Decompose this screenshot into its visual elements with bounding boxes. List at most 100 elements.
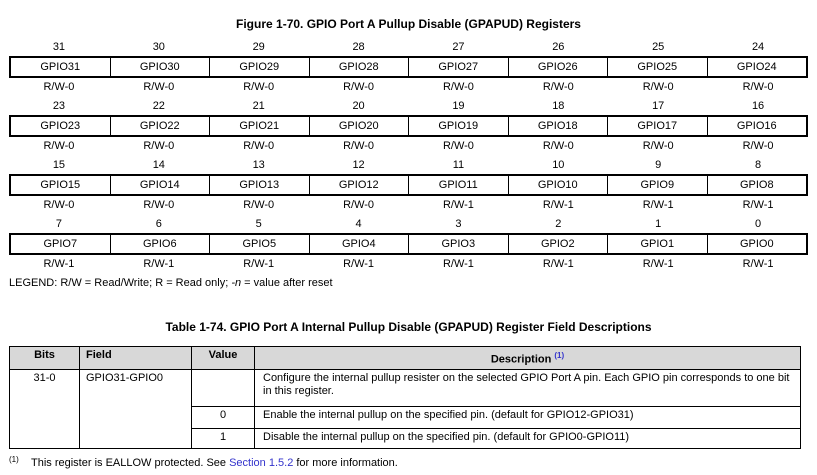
reset-value: R/W-0	[343, 140, 375, 152]
reset-value: R/W-0	[442, 140, 474, 152]
table-header-row: Bits Field Value Description (1)	[9, 346, 801, 370]
bit-numbers-row: 15 14 13 12 11 10 9 8	[9, 158, 808, 173]
bit-numbers-row: 31 30 29 28 27 26 25 24	[9, 40, 808, 55]
register-field-cell: GPIO30	[109, 58, 210, 76]
register-diagram: 31 30 29 28 27 26 25 24 GPIO31 GPIO30 GPIO29 GPIO2…	[9, 40, 808, 272]
bit-number: 12	[352, 159, 365, 171]
description-cell: Configure the internal pullup resister o…	[254, 368, 801, 407]
register-field-cell: GPIO19	[408, 117, 508, 135]
reset-values-row: R/W-0 R/W-0 R/W-0 R/W-0 R/W-0 R/W-0 R/W-0 R/W-0	[9, 139, 808, 154]
footnote-text-after: for more information.	[293, 456, 398, 469]
figure-title: Figure 1-70. GPIO Port A Pullup Disable …	[236, 17, 581, 31]
footnote: (1) This register is EALLOW protected. S…	[9, 454, 808, 470]
reset-value: R/W-0	[43, 199, 75, 211]
bit-number: 17	[652, 100, 665, 112]
bit-number: 5	[255, 218, 262, 230]
value-cell: 1	[191, 427, 255, 449]
col-header-value: Value	[191, 346, 255, 370]
register-field-cell: GPIO17	[607, 117, 707, 135]
legend-text: = value after reset	[241, 277, 333, 289]
bit-number: 31	[52, 41, 66, 53]
reset-value: R/W-0	[143, 140, 175, 152]
register-field-cell: GPIO21	[209, 117, 309, 135]
bit-number: 26	[552, 41, 565, 53]
reset-values-row: R/W-0 R/W-0 R/W-0 R/W-0 R/W-0 R/W-0 R/W-0 R/W-0	[9, 80, 808, 95]
reset-value: R/W-0	[542, 140, 574, 152]
register-field-cell: GPIO25	[607, 58, 707, 76]
register-fields-row: GPIO31 GPIO30 GPIO29 GPIO28 GPIO27 GPIO26 GPIO…	[9, 56, 808, 78]
col-header-field: Field	[79, 346, 192, 370]
col-header-bits: Bits	[9, 346, 80, 370]
register-field-cell: GPIO6	[109, 235, 210, 253]
reset-value: R/W-0	[343, 81, 375, 93]
col-header-description: Description (1)	[254, 346, 801, 370]
reset-value: R/W-0	[742, 81, 774, 93]
bit-number: 9	[655, 159, 662, 171]
register-field-cell: GPIO10	[507, 176, 608, 194]
bit-number: 7	[55, 218, 62, 230]
register-field-cell: GPIO18	[507, 117, 608, 135]
register-field-cell: GPIO31	[40, 61, 81, 73]
reset-value: R/W-1	[143, 258, 175, 270]
bit-number: 25	[652, 41, 665, 53]
register-field-cell: GPIO23	[40, 120, 81, 132]
bit-number: 23	[52, 100, 66, 112]
register-field-cell: GPIO1	[607, 235, 707, 253]
bit-number: 11	[452, 159, 465, 171]
reset-value: R/W-1	[542, 258, 574, 270]
bit-number: 30	[152, 41, 165, 53]
bit-number: 8	[755, 159, 762, 171]
bit-number: 22	[152, 100, 165, 112]
bit-number: 0	[755, 218, 762, 230]
description-cell: Enable the internal pullup on the specif…	[254, 405, 801, 429]
bit-number: 4	[355, 218, 362, 230]
legend-italic-n: -n	[231, 277, 242, 289]
bit-number: 14	[152, 159, 165, 171]
reset-value: R/W-0	[43, 140, 75, 152]
footnote-marker: (1)	[9, 454, 19, 464]
figure-legend: LEGEND: R/W = Read/Write; R = Read only;…	[9, 276, 808, 291]
bit-number: 27	[452, 41, 465, 53]
reset-value: R/W-0	[343, 199, 375, 211]
reset-value: R/W-1	[243, 258, 275, 270]
legend-text: LEGEND: R/W = Read/Write; R = Read only;	[9, 277, 232, 289]
reset-value: R/W-1	[642, 258, 674, 270]
bit-number: 6	[155, 218, 162, 230]
bit-number: 10	[552, 159, 565, 171]
bit-number: 29	[252, 41, 265, 53]
bits-cell: 31-0	[9, 368, 80, 449]
register-row-15-8: 15 14 13 12 11 10 9 8 GPIO15 GPIO14 GPIO13 GPIO12 G…	[9, 158, 808, 213]
field-descriptions-table: Bits Field Value Description (1) 31-0 GP…	[9, 346, 801, 449]
footnote-text-before: This register is EALLOW protected. See	[31, 456, 230, 469]
footnote-ref-icon: (1)	[554, 351, 565, 360]
reset-value: R/W-0	[43, 81, 75, 93]
register-field-cell: GPIO12	[308, 176, 409, 194]
register-field-cell: GPIO4	[308, 235, 409, 253]
reset-value: R/W-1	[542, 199, 574, 211]
bit-number: 15	[52, 159, 66, 171]
bit-number: 2	[555, 218, 562, 230]
register-field-cell: GPIO13	[209, 176, 309, 194]
reset-value: R/W-0	[143, 81, 175, 93]
value-cell: 0	[191, 405, 255, 429]
reset-value: R/W-1	[642, 199, 674, 211]
register-field-cell: GPIO0	[706, 235, 807, 253]
bit-number: 3	[455, 218, 462, 230]
table-row: 31-0 GPIO31-GPIO0 Configure the internal…	[9, 368, 801, 449]
register-fields-row: GPIO23 GPIO22 GPIO21 GPIO20 GPIO19 GPIO18 GPIO…	[9, 115, 808, 137]
register-field-cell: GPIO16	[706, 117, 807, 135]
reset-value: R/W-1	[442, 199, 474, 211]
register-field-cell: GPIO26	[507, 58, 608, 76]
description-header-label: Description	[490, 353, 552, 366]
table-title: Table 1-74. GPIO Port A Internal Pullup …	[165, 320, 652, 334]
register-field-cell: GPIO8	[706, 176, 807, 194]
field-cell: GPIO31-GPIO0	[79, 368, 192, 449]
reset-value: R/W-1	[742, 258, 774, 270]
reset-value: R/W-0	[442, 81, 474, 93]
register-row-31-24: 31 30 29 28 27 26 25 24 GPIO31 GPIO30 GPIO29 GPIO2…	[9, 40, 808, 95]
reset-value: R/W-0	[243, 140, 275, 152]
bit-numbers-row: 23 22 21 20 19 18 17 16	[9, 99, 808, 114]
section-link[interactable]: Section 1.5.2	[229, 456, 294, 469]
